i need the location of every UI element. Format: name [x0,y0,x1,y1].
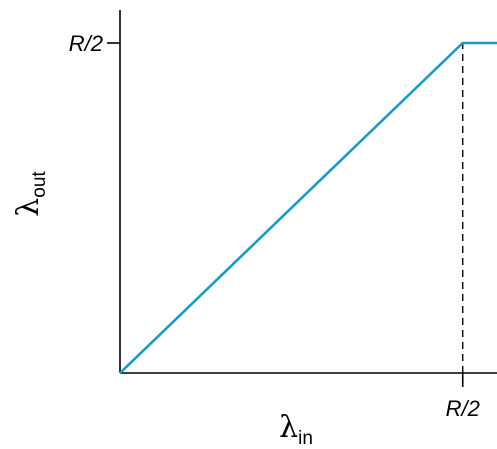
x-axis-subscript: in [298,428,313,449]
axes [119,10,497,374]
series-line-1 [119,41,497,374]
y-axis-symbol: λ [11,198,46,217]
x-tick-label-1: R/2 [446,396,480,421]
ticks: R/2 R/2 [69,31,480,421]
y-axis-subscript: out [29,171,50,198]
y-axis-label: λout [11,171,50,217]
y-tick-label-1: R/2 [69,31,103,56]
x-axis-symbol: λ [279,410,298,445]
series-group [119,41,497,374]
x-axis-label: λin [279,410,313,449]
